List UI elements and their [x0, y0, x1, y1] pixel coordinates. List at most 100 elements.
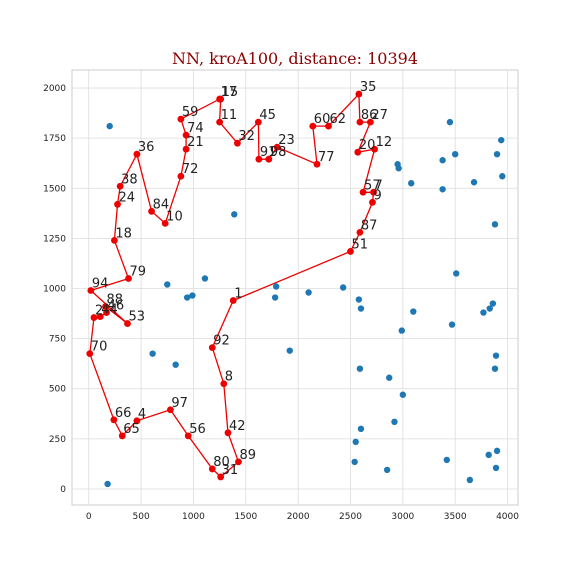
route-node: [325, 122, 332, 130]
y-tick-label: 1250: [43, 234, 66, 244]
node-label: 56: [189, 422, 206, 437]
node-label: 66: [115, 406, 132, 421]
x-tick-label: 4000: [496, 512, 519, 522]
route-node: [110, 416, 118, 424]
unvisited-point: [492, 352, 500, 359]
unvisited-point: [339, 284, 347, 291]
route-node: [366, 118, 374, 126]
route-node: [116, 182, 124, 190]
tour-route-line: [89, 92, 376, 478]
unvisited-point: [491, 221, 499, 228]
unvisited-point: [410, 308, 417, 315]
x-tick-label: 3000: [391, 512, 414, 522]
node-label: 31: [222, 463, 239, 478]
unvisited-point: [499, 173, 506, 180]
route-node: [370, 188, 377, 196]
unvisited-point: [398, 327, 405, 334]
unvisited-point: [453, 270, 460, 277]
route-node: [111, 236, 118, 244]
route-node: [161, 219, 169, 227]
node-label: 74: [187, 121, 204, 136]
x-tick-label: 0: [86, 512, 92, 522]
route-node: [167, 406, 174, 414]
node-label: 10: [166, 209, 183, 224]
x-tick-label: 3500: [444, 512, 467, 522]
node-label: 57: [364, 178, 381, 193]
node-label: 91: [260, 145, 277, 160]
unvisited-point: [492, 464, 500, 472]
unvisited-point: [493, 447, 501, 455]
route-node: [313, 160, 321, 168]
route-node: [217, 95, 225, 103]
route-node: [254, 118, 262, 126]
route-node: [177, 172, 185, 180]
node-label: 70: [91, 340, 108, 355]
unvisited-point: [106, 122, 113, 130]
route-node: [273, 143, 281, 151]
unvisited-point: [286, 347, 293, 354]
unvisited-point: [149, 350, 156, 357]
route-node: [102, 303, 109, 310]
node-label: 94: [92, 277, 109, 292]
unvisited-point: [491, 365, 499, 372]
node-label: 20: [359, 138, 376, 153]
y-tick-label: 500: [49, 385, 66, 395]
route-node: [124, 320, 131, 327]
route-node: [125, 275, 132, 282]
unvisited-point: [408, 180, 415, 187]
unvisited-point: [489, 300, 497, 307]
node-label: 60: [314, 112, 331, 127]
unvisited-point: [352, 438, 359, 446]
unvisited-point: [443, 456, 451, 464]
route-layer: [89, 92, 376, 478]
unvisited-point: [470, 179, 478, 186]
route-node: [86, 350, 94, 358]
unvisited-points: [104, 118, 506, 488]
node-label: 32: [238, 129, 255, 144]
route-node: [103, 309, 110, 316]
unvisited-point: [399, 391, 407, 398]
unvisited-point: [305, 289, 312, 296]
route-node: [309, 122, 317, 130]
x-tick-label: 1000: [182, 512, 205, 522]
node-label: 42: [229, 419, 246, 434]
unvisited-point: [189, 292, 196, 299]
unvisited-point: [164, 281, 171, 288]
route-node: [356, 118, 364, 126]
unvisited-point: [448, 321, 456, 328]
node-label: 8: [225, 370, 233, 385]
route-node: [182, 145, 190, 153]
node-label: 44: [101, 303, 118, 318]
unvisited-point: [351, 458, 358, 466]
unvisited-point: [446, 118, 454, 126]
unvisited-point: [391, 418, 398, 426]
y-tick-label: 1000: [43, 285, 66, 295]
y-tick-label: 750: [49, 335, 66, 345]
route-node: [229, 297, 237, 304]
node-label: 2: [95, 304, 103, 319]
route-node: [208, 344, 216, 352]
route-node: [133, 150, 141, 158]
node-label: 98: [270, 145, 287, 160]
unvisited-point: [355, 296, 363, 303]
node-label: 36: [138, 140, 155, 155]
node-label: 59: [182, 105, 199, 120]
route-node: [347, 248, 354, 255]
route-node: [354, 148, 362, 156]
unvisited-point: [357, 305, 365, 312]
route-nodes: [86, 90, 378, 481]
unvisited-point: [466, 476, 474, 484]
unvisited-point: [498, 136, 505, 144]
node-label: 12: [376, 135, 393, 150]
route-node: [216, 118, 224, 126]
unvisited-point: [357, 425, 365, 433]
route-node: [177, 115, 185, 123]
route-node: [234, 139, 241, 147]
unvisited-point: [439, 186, 446, 193]
node-label: 51: [351, 237, 368, 252]
node-label: 27: [371, 108, 388, 123]
node-label: 86: [361, 108, 378, 123]
node-label: 87: [361, 218, 378, 233]
